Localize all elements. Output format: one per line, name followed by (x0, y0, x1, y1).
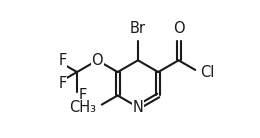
Text: O: O (92, 53, 103, 68)
Text: Cl: Cl (200, 65, 215, 79)
Text: O: O (173, 21, 184, 36)
Text: F: F (58, 76, 67, 91)
Text: CH₃: CH₃ (69, 100, 96, 115)
Text: Br: Br (130, 21, 146, 36)
Text: F: F (79, 88, 87, 103)
Text: F: F (58, 53, 67, 68)
Text: N: N (133, 100, 143, 115)
